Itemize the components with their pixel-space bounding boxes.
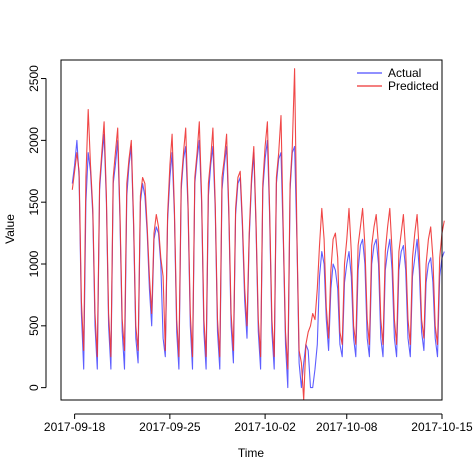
series-layer [71,68,445,401]
y-tick-label: 1000 [27,250,41,277]
y-tick-label: 0 [27,384,41,391]
legend-label-actual: Actual [388,66,421,80]
x-tick-label: 2017-10-08 [316,420,378,434]
x-tick-label: 2017-09-25 [139,420,201,434]
plot-frame [60,59,443,401]
y-axis-title: Value [3,214,17,244]
x-tick-label: 2017-10-02 [234,420,296,434]
series-line-predicted [71,68,445,401]
legend-label-predicted: Predicted [388,79,439,93]
x-tick-label: 2017-10-15 [411,420,473,434]
y-axis: 0 500 1000 1500 2000 2500 [27,65,47,391]
y-tick-label: 1500 [27,189,41,216]
y-tick-label: 2500 [27,65,41,92]
x-axis-title: Time [238,446,265,460]
y-tick-label: 2000 [27,127,41,154]
x-axis: 2017-09-18 2017-09-25 2017-10-02 2017-10-08… [44,413,473,434]
x-tick-label: 2017-09-18 [44,420,106,434]
y-tick-label: 500 [27,315,41,335]
